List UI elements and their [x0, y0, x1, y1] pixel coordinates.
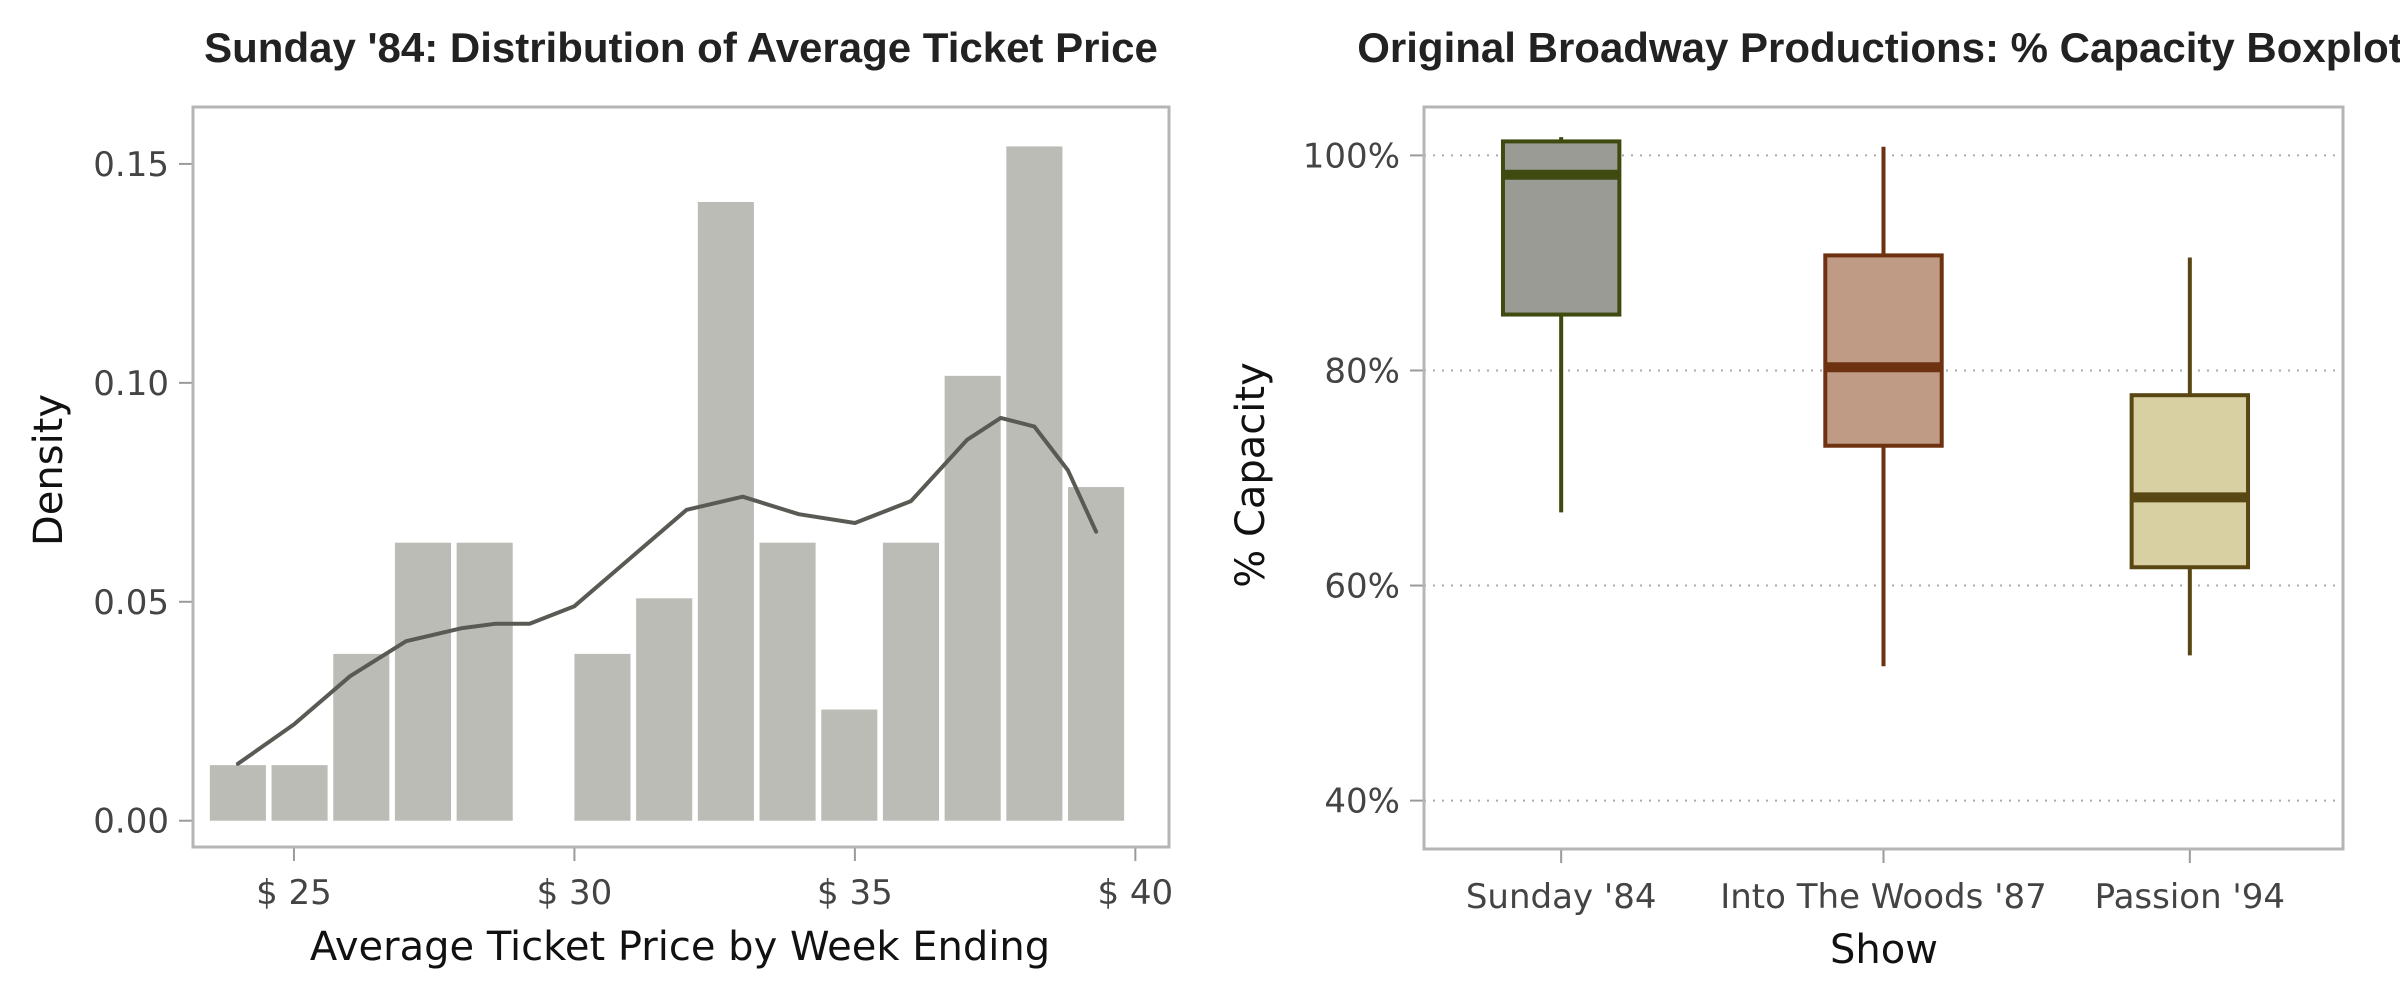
- histogram-bar: [1068, 487, 1125, 821]
- iqr-box: [1500, 139, 1622, 317]
- x-tick-label: $ 25: [256, 873, 332, 913]
- boxplot-y-axis-label: % Capacity: [1228, 362, 1274, 588]
- x-tick-label: Sunday '84: [1466, 877, 1657, 917]
- boxplot-box: [1823, 146, 1944, 667]
- boxplot-axes: 40% 60% 80% 100% Sunday '84 Into The Woods '8…: [1303, 136, 2285, 917]
- boxplot-title: Original Broadway Productions: % Capacit…: [1357, 24, 2400, 71]
- histogram-x-axis-label: Average Ticket Price by Week Ending: [310, 924, 1050, 970]
- histogram-bar: [697, 202, 754, 821]
- histogram-bar: [333, 653, 390, 821]
- y-tick-label: 40%: [1324, 782, 1400, 822]
- histogram-axes: 0.00 0.05 0.10 0.15 $ 25 $ 30 $ 35 $ 40: [93, 145, 1173, 913]
- y-tick-label: 80%: [1324, 351, 1400, 391]
- histogram-bars: [209, 146, 1125, 821]
- histogram-bar: [456, 542, 513, 821]
- boxplot-box: [1500, 137, 1622, 513]
- histogram-bar: [882, 542, 940, 821]
- x-tick-label: $ 35: [817, 873, 893, 913]
- histogram-title: Sunday '84: Distribution of Average Tick…: [204, 24, 1158, 71]
- histogram-bar: [821, 709, 878, 821]
- histogram-bar: [271, 765, 328, 821]
- y-tick-label: 0.15: [93, 145, 169, 185]
- x-tick-label: $ 30: [537, 873, 613, 913]
- boxplot-panel: Original Broadway Productions: % Capacit…: [1228, 24, 2400, 973]
- iqr-box: [1823, 253, 1944, 448]
- y-tick-label: 0.10: [93, 364, 169, 404]
- histogram-y-axis-label: Density: [26, 394, 72, 546]
- y-tick-label: 0.05: [93, 583, 169, 623]
- y-tick-label: 60%: [1324, 567, 1400, 607]
- histogram-bar: [636, 598, 693, 821]
- histogram-bar: [759, 542, 816, 821]
- y-tick-label: 0.00: [93, 802, 169, 842]
- histogram-bar: [1006, 146, 1063, 821]
- x-tick-label: $ 40: [1097, 873, 1173, 913]
- histogram-panel: Sunday '84: Distribution of Average Tick…: [26, 24, 1173, 970]
- y-tick-label: 100%: [1303, 136, 1400, 176]
- x-tick-label: Passion '94: [2095, 877, 2285, 917]
- histogram-plot-frame: [191, 105, 1171, 849]
- histogram-bar: [574, 653, 631, 821]
- x-tick-label: Into The Woods '87: [1720, 877, 2047, 917]
- boxplot-x-axis-label: Show: [1830, 927, 1938, 973]
- histogram-bar: [944, 375, 1001, 821]
- histogram-bar: [394, 542, 452, 821]
- boxplot-box: [2129, 257, 2251, 656]
- boxplot-boxes: [1500, 137, 2251, 667]
- boxplot-plot-frame: [1422, 105, 2345, 851]
- histogram-bar: [209, 765, 266, 821]
- iqr-box: [2129, 393, 2251, 570]
- density-curve: [235, 415, 1099, 766]
